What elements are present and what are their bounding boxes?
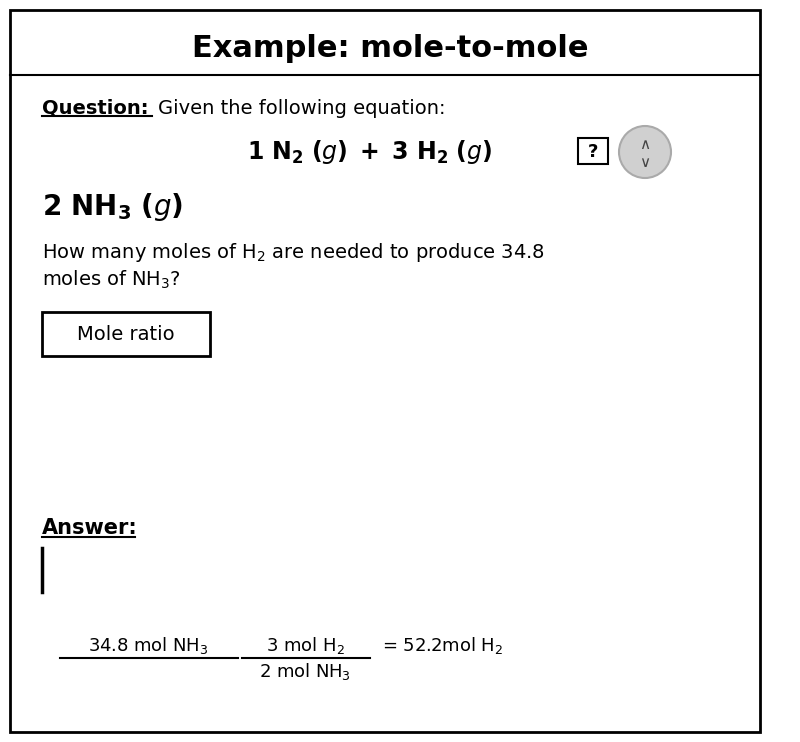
Text: 34.8 mol NH$_3$: 34.8 mol NH$_3$ bbox=[88, 634, 208, 655]
Text: ∨: ∨ bbox=[639, 154, 650, 169]
Text: Example: mole-to-mole: Example: mole-to-mole bbox=[192, 33, 588, 62]
Text: 2 mol NH$_3$: 2 mol NH$_3$ bbox=[259, 662, 351, 683]
Text: Given the following equation:: Given the following equation: bbox=[158, 99, 446, 117]
Circle shape bbox=[619, 126, 671, 178]
Bar bbox=[578, 138, 608, 164]
Text: ∧: ∧ bbox=[639, 137, 650, 151]
Text: Answer:: Answer: bbox=[42, 518, 138, 538]
Text: $\mathbf{2\ NH_3\ (\mathit{g})}$: $\mathbf{2\ NH_3\ (\mathit{g})}$ bbox=[42, 191, 183, 223]
Text: 3 mol H$_2$: 3 mol H$_2$ bbox=[266, 634, 345, 655]
Bar bbox=[42, 312, 210, 356]
Text: How many moles of H$_2$ are needed to produce 34.8: How many moles of H$_2$ are needed to pr… bbox=[42, 240, 545, 263]
Text: Question:: Question: bbox=[42, 99, 149, 117]
Text: Mole ratio: Mole ratio bbox=[77, 324, 175, 344]
Text: ?: ? bbox=[588, 143, 598, 161]
Text: = 52.2mol H$_2$: = 52.2mol H$_2$ bbox=[382, 634, 503, 655]
Text: $\mathbf{1\ N_2\ (\mathit{g})\ +\ 3\ H_2\ (\mathit{g})}$: $\mathbf{1\ N_2\ (\mathit{g})\ +\ 3\ H_2… bbox=[247, 138, 493, 166]
Text: moles of NH$_3$?: moles of NH$_3$? bbox=[42, 269, 181, 291]
